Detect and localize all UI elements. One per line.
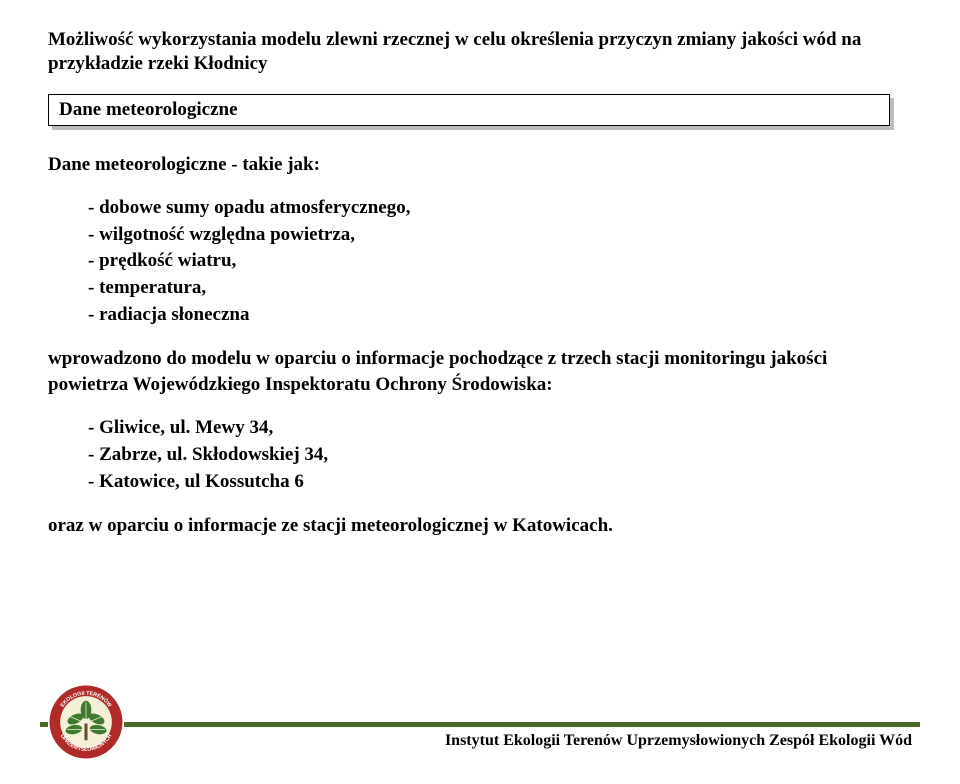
footer-logo-icon: EKOLOGII TERENÓW UPRZEMYSŁOWIONYCH bbox=[48, 684, 124, 760]
section-heading-box: Dane meteorologiczne bbox=[48, 94, 890, 126]
list-item: - radiacja słoneczna bbox=[88, 302, 912, 329]
list-item: - wilgotność względna powietrza, bbox=[88, 222, 912, 249]
list-item: - temperatura, bbox=[88, 275, 912, 302]
meteo-list: - dobowe sumy opadu atmosferycznego, - w… bbox=[48, 195, 912, 328]
section-heading: Dane meteorologiczne bbox=[59, 99, 238, 120]
list-item: - prędkość wiatru, bbox=[88, 248, 912, 275]
para-sources: wprowadzono do modelu w oparciu o inform… bbox=[48, 346, 912, 397]
footer: EKOLOGII TERENÓW UPRZEMYSŁOWIONYCH bbox=[0, 684, 960, 764]
list-item: - dobowe sumy opadu atmosferycznego, bbox=[88, 195, 912, 222]
stations-list: - Gliwice, ul. Mewy 34, - Zabrze, ul. Sk… bbox=[48, 415, 912, 495]
footer-text: Instytut Ekologii Terenów Uprzemysłowion… bbox=[445, 732, 912, 750]
list-item: - Gliwice, ul. Mewy 34, bbox=[88, 415, 912, 442]
list-item: - Katowice, ul Kossutcha 6 bbox=[88, 469, 912, 496]
page-title: Możliwość wykorzystania modelu zlewni rz… bbox=[48, 28, 912, 76]
list-item: - Zabrze, ul. Skłodowskiej 34, bbox=[88, 442, 912, 469]
footer-rule bbox=[40, 722, 920, 727]
intro-line: Dane meteorologiczne - takie jak: bbox=[48, 152, 912, 178]
para-closing: oraz w oparciu o informacje ze stacji me… bbox=[48, 513, 912, 539]
